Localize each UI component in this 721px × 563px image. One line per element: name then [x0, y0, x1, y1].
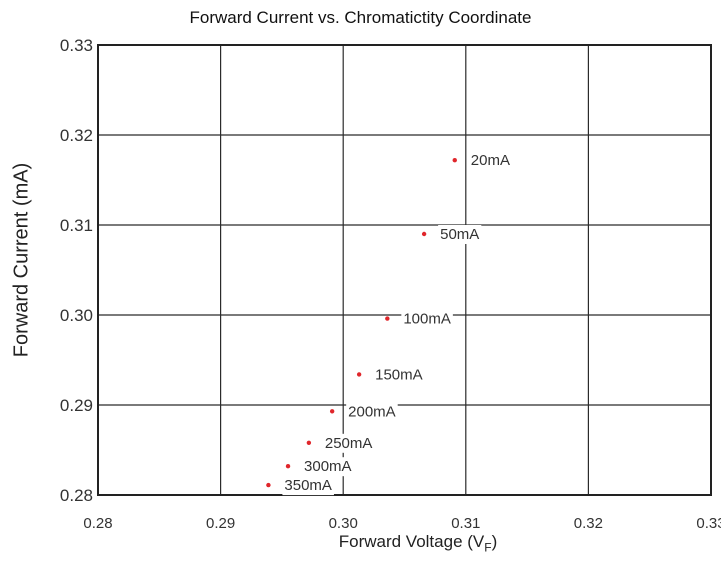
y-tick-label: 0.30 — [60, 306, 93, 325]
x-tick-label: 0.32 — [574, 515, 603, 532]
data-label-background — [468, 151, 512, 171]
x-tick-label: 0.30 — [329, 515, 358, 532]
data-label: 200mA — [348, 403, 396, 420]
data-label-background — [282, 476, 334, 496]
data-point — [421, 231, 427, 237]
data-point — [329, 409, 335, 414]
data-label: 50mA — [440, 226, 479, 243]
data-label-background — [322, 433, 375, 453]
data-label: 350mA — [284, 477, 332, 494]
data-label: 250mA — [325, 435, 373, 452]
data-label-background — [373, 365, 425, 385]
y-tick-label: 0.31 — [60, 216, 93, 235]
x-tick-label: 0.33 — [696, 515, 721, 532]
x-axis-label: Forward Voltage (VF) — [339, 532, 498, 554]
x-tick-label: 0.28 — [83, 515, 112, 532]
y-tick-label: 0.33 — [60, 36, 93, 55]
data-point — [452, 158, 457, 163]
chart-title: Forward Current vs. Chromatictity Coordi… — [189, 8, 532, 27]
plot-area — [98, 45, 711, 495]
x-tick-label: 0.29 — [206, 515, 235, 532]
data-label: 300mA — [304, 458, 352, 475]
x-axis-label-subscript: F — [484, 540, 492, 555]
data-label-background — [401, 309, 453, 329]
data-label: 100mA — [403, 311, 451, 328]
data-point — [306, 440, 312, 445]
data-label-background — [346, 402, 398, 422]
y-tick-label: 0.29 — [60, 396, 93, 415]
data-label-background — [302, 457, 354, 477]
x-axis-label-close: ) — [491, 532, 498, 551]
data-point — [266, 482, 271, 488]
x-axis-label-main: Forward Voltage (V — [338, 532, 485, 551]
data-point — [385, 316, 390, 321]
y-tick-label: 0.28 — [60, 486, 93, 505]
data-point — [285, 464, 291, 469]
plot-frame — [97, 44, 712, 496]
data-point — [356, 372, 362, 377]
data-label-background — [438, 225, 482, 244]
data-label: 150mA — [375, 366, 423, 383]
y-tick-label: 0.32 — [60, 126, 93, 145]
data-label: 20mA — [471, 152, 510, 169]
x-tick-label: 0.31 — [451, 515, 480, 532]
